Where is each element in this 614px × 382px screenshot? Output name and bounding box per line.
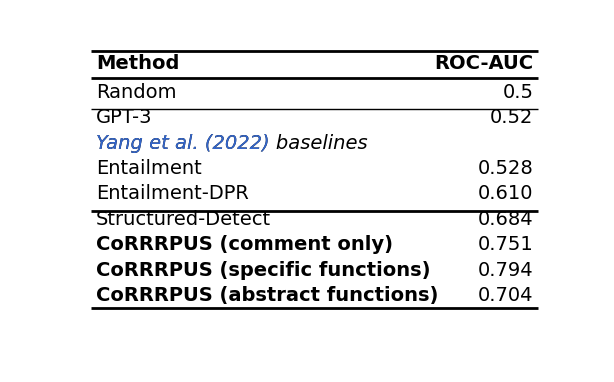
Text: Yang et al. (2022) baselines: Yang et al. (2022) baselines (96, 134, 367, 153)
Text: CoRRRPUS (specific functions): CoRRRPUS (specific functions) (96, 261, 430, 280)
Text: 0.610: 0.610 (478, 185, 534, 204)
Text: CoRRRPUS (comment only): CoRRRPUS (comment only) (96, 235, 393, 254)
Text: 0.52: 0.52 (490, 108, 534, 127)
Text: 0.751: 0.751 (478, 235, 534, 254)
Text: Random: Random (96, 83, 176, 102)
Text: 0.704: 0.704 (478, 286, 534, 305)
Text: CoRRRPUS (abstract functions): CoRRRPUS (abstract functions) (96, 286, 438, 305)
Text: ROC-AUC: ROC-AUC (435, 53, 534, 73)
Text: Entailment-DPR: Entailment-DPR (96, 185, 249, 204)
Text: Yang et al. (2022): Yang et al. (2022) (96, 134, 270, 153)
Text: 0.528: 0.528 (478, 159, 534, 178)
Text: 0.5: 0.5 (503, 83, 534, 102)
Text: Structured-Detect: Structured-Detect (96, 210, 271, 229)
Text: GPT-3: GPT-3 (96, 108, 152, 127)
Text: Method: Method (96, 53, 179, 73)
Text: 0.794: 0.794 (478, 261, 534, 280)
Text: 0.684: 0.684 (478, 210, 534, 229)
Text: Entailment: Entailment (96, 159, 201, 178)
